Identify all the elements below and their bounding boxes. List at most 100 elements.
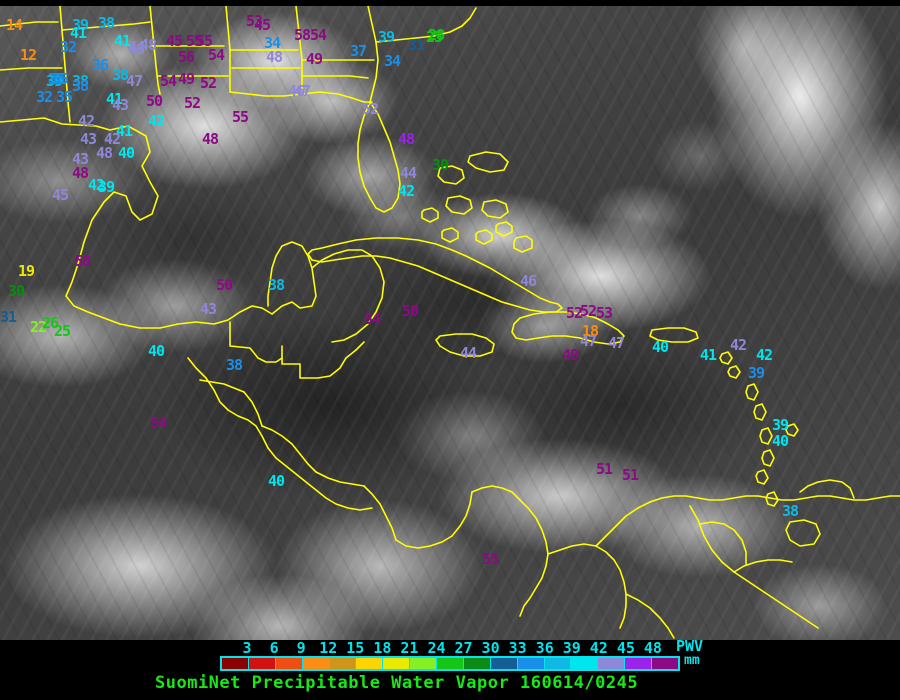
station-value: 37: [350, 42, 367, 60]
colorbar-tick: 42: [589, 639, 608, 657]
station-value: 18: [582, 322, 599, 340]
station-value: 45: [254, 16, 271, 34]
station-value: 44: [128, 38, 145, 56]
station-value: 42: [730, 336, 747, 354]
station-value: 41: [106, 90, 123, 108]
station-value: 48: [266, 48, 283, 66]
pwv-units-label: mm: [684, 653, 700, 668]
colorbar-tick: 9: [296, 639, 306, 657]
station-value: 53: [596, 304, 613, 322]
station-value: 35: [56, 88, 73, 106]
station-value: 38: [112, 66, 129, 84]
station-value: 51: [596, 460, 613, 478]
colorbar-segment[interactable]: [356, 658, 384, 669]
station-value: 40: [268, 472, 285, 490]
colorbar-segment[interactable]: [625, 658, 652, 669]
station-value: 42: [148, 112, 165, 130]
station-value: 25: [54, 322, 71, 340]
colorbar-segment[interactable]: [410, 658, 437, 669]
station-value: 51: [622, 466, 639, 484]
station-value: 50: [402, 302, 419, 320]
station-value: 44: [400, 164, 417, 182]
legend-panel: 3 6 9 12 15 18 21 24 27 30 33 36 39 42 45 48 PWV mm Suo…: [0, 637, 900, 700]
station-value: 54: [160, 72, 177, 90]
station-value: 52: [566, 304, 583, 322]
station-value: 55: [186, 32, 203, 50]
station-value: 30: [8, 282, 25, 300]
colorbar-segment[interactable]: [437, 658, 464, 669]
colorbar-segment[interactable]: [517, 658, 545, 669]
station-value: 31: [0, 308, 17, 326]
colorbar-segment[interactable]: [383, 658, 411, 669]
station-value: 45: [52, 186, 69, 204]
colorbar-tick: 6: [269, 639, 279, 657]
station-value: 52: [580, 302, 597, 320]
station-value: 42: [78, 112, 95, 130]
colorbar-segment[interactable]: [275, 658, 303, 669]
station-value: 50: [216, 276, 233, 294]
colorbar-tick: 27: [454, 639, 473, 657]
colorbar-segment[interactable]: [463, 658, 491, 669]
station-value: 55: [232, 108, 249, 126]
station-value: 50: [146, 92, 163, 110]
station-value: 28: [428, 26, 445, 44]
station-value: 38: [782, 502, 799, 520]
station-value: 39: [46, 72, 63, 90]
station-value: 40: [118, 144, 135, 162]
colorbar-tick: 33: [508, 639, 527, 657]
station-value: 19: [18, 262, 35, 280]
station-value: 34: [384, 52, 401, 70]
station-value: 43: [80, 130, 97, 148]
satellite-image-canvas[interactable]: 14 12 32 39 39 38 38 35 41 41 36 35 38 32 35 41 43 44 48 46…: [0, 6, 900, 640]
colorbar-segment[interactable]: [248, 658, 276, 669]
colorbar-segment[interactable]: [490, 658, 518, 669]
station-value: 39: [98, 178, 115, 196]
colorbar-segment[interactable]: [652, 658, 678, 669]
station-value: 47: [126, 72, 143, 90]
station-value: 40: [652, 338, 669, 356]
colorbar-segment[interactable]: [571, 658, 599, 669]
station-value: 54: [310, 26, 327, 44]
pwv-label: PWV: [676, 637, 704, 655]
station-value: 48: [72, 164, 89, 182]
station-value: 38: [72, 72, 89, 90]
station-value: 40: [772, 432, 789, 450]
station-value: 42: [104, 130, 121, 148]
station-value: 39: [772, 416, 789, 434]
station-value: 49: [178, 70, 195, 88]
station-value: 54: [150, 414, 167, 432]
station-value: 54: [364, 310, 381, 328]
station-value: 41: [70, 24, 87, 42]
station-value: 31: [408, 36, 425, 54]
station-value: 41: [700, 346, 717, 364]
station-value: 46: [128, 40, 145, 58]
station-value: 46: [520, 272, 537, 290]
colorbar-segment[interactable]: [302, 658, 330, 669]
station-value: 52: [200, 74, 217, 92]
station-value: 47: [294, 82, 311, 100]
station-value: 44: [460, 344, 477, 362]
colorbar-segment[interactable]: [598, 658, 626, 669]
station-value: 42: [756, 346, 773, 364]
station-value: 48: [202, 130, 219, 148]
station-value: 35: [48, 70, 65, 88]
colorbar-segment[interactable]: [329, 658, 357, 669]
color-bar[interactable]: [220, 656, 680, 671]
colorbar-tick: 21: [400, 639, 419, 657]
station-value: 39: [378, 28, 395, 46]
station-value: 48: [96, 144, 113, 162]
product-title: SuomiNet Precipitable Water Vapor 160614…: [155, 673, 639, 693]
station-value: 54: [208, 46, 225, 64]
colorbar-tick: 3: [242, 639, 252, 657]
station-value: 38: [226, 356, 243, 374]
colorbar-segment[interactable]: [544, 658, 572, 669]
station-value: 46: [288, 82, 305, 100]
station-value: 39: [748, 364, 765, 382]
colorbar-tick: 39: [562, 639, 581, 657]
station-value: 45: [166, 32, 183, 50]
colorbar-segment[interactable]: [222, 658, 249, 669]
station-value: 50: [74, 252, 91, 270]
station-value: 36: [92, 56, 109, 74]
station-value: 42: [88, 176, 105, 194]
station-value: 55: [482, 550, 499, 568]
